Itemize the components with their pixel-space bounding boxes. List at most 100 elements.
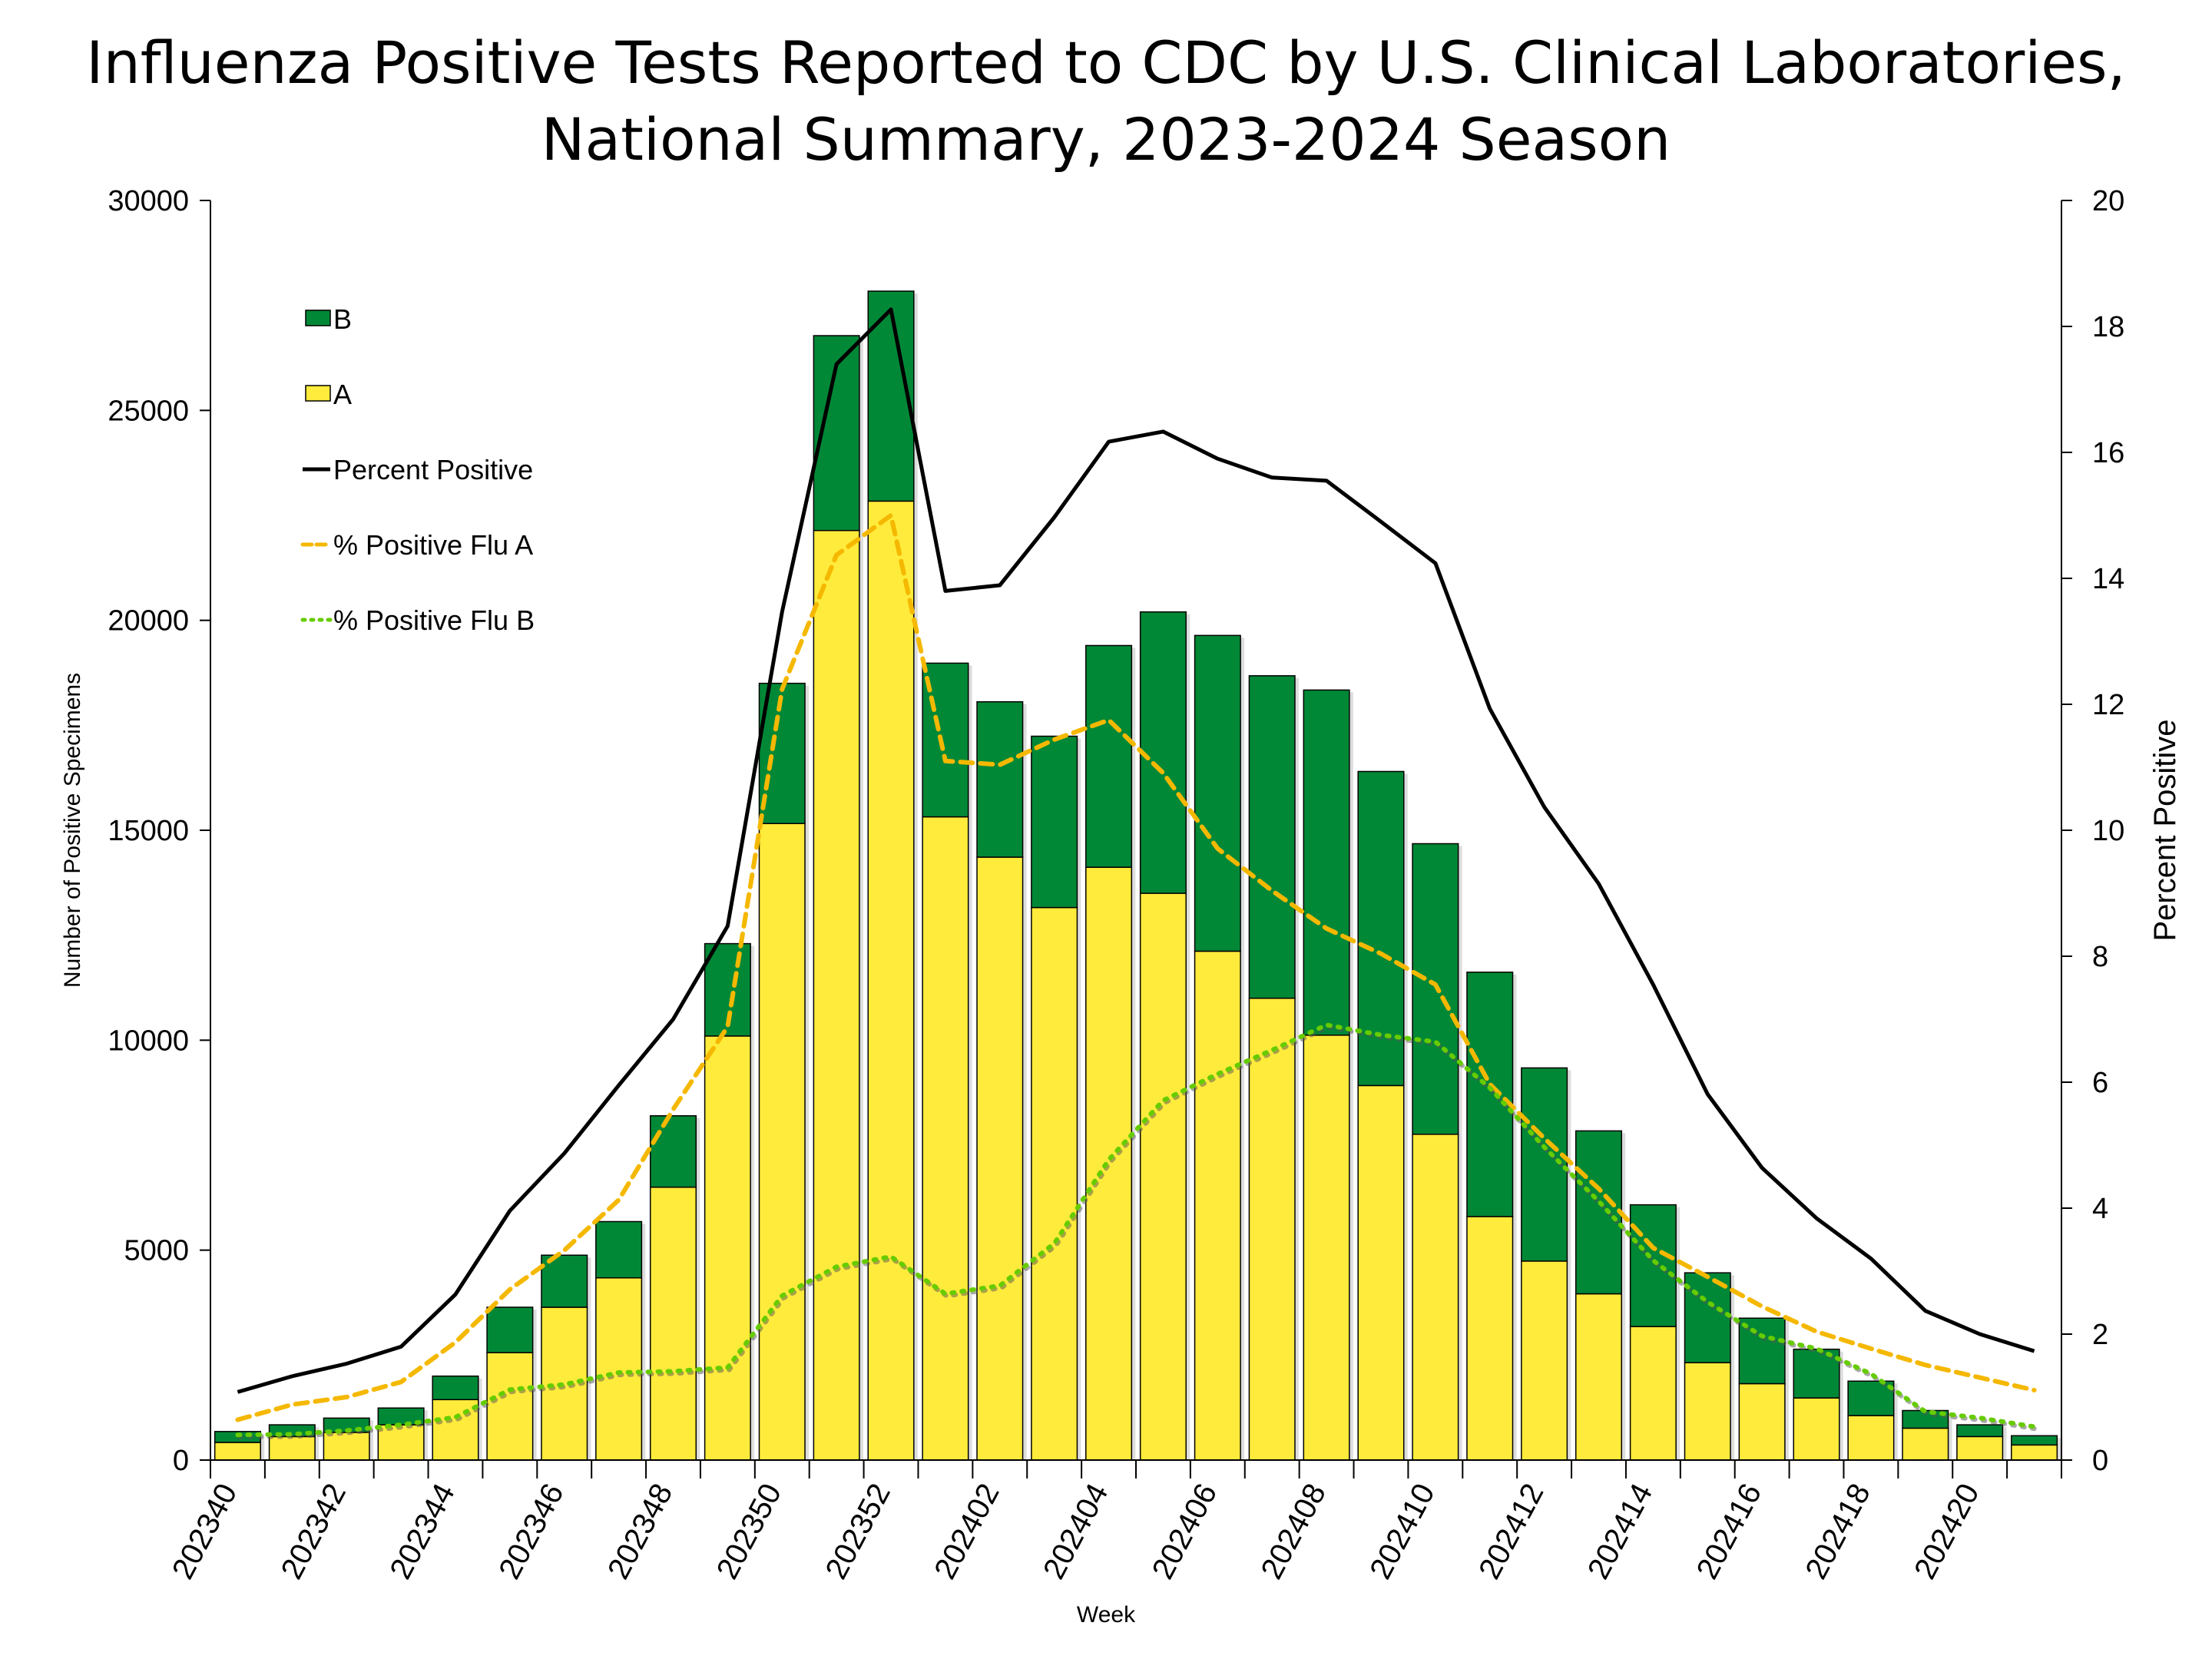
bar-a-202417 [1793, 1397, 1840, 1461]
y2-tick-label: 0 [2092, 1445, 2108, 1477]
bar-b-202347 [595, 1220, 643, 1279]
bar-b-202344 [432, 1375, 479, 1401]
x-tick-label: 202408 [1255, 1479, 1333, 1585]
x-tick-label: 202402 [928, 1479, 1006, 1585]
bar-a-202341 [268, 1435, 316, 1461]
bar-b-202418 [1847, 1380, 1895, 1416]
x-tick-label: 202350 [710, 1479, 789, 1585]
bar-a-202352 [867, 500, 915, 1461]
bar-b-202405 [1139, 611, 1187, 894]
bar-a-202404 [1085, 866, 1133, 1461]
legend-swatch-b [305, 310, 331, 326]
bar-b-202421 [2011, 1435, 2058, 1446]
legend-label: % Positive Flu B [333, 604, 535, 636]
x-tick-label: 202410 [1363, 1479, 1442, 1585]
y2-tick-label: 16 [2092, 437, 2124, 469]
bar-a-202349 [704, 1035, 751, 1461]
y2-tick-label: 2 [2092, 1319, 2108, 1351]
bar-b-202413 [1575, 1130, 1623, 1295]
bar-b-202346 [541, 1254, 588, 1308]
bar-a-202345 [486, 1352, 534, 1461]
bar-b-202415 [1684, 1272, 1731, 1363]
bar-a-202402 [976, 856, 1024, 1461]
x-tick-label: 202346 [492, 1479, 571, 1585]
y-tick-label: 10000 [108, 1025, 189, 1057]
chart-title-line2: National Summary, 2023-2024 Season [541, 105, 1671, 174]
y2-tick-label: 6 [2092, 1067, 2108, 1099]
bar-a-202413 [1575, 1293, 1623, 1461]
bar-b-202407 [1248, 675, 1296, 999]
x-tick-label: 202404 [1037, 1479, 1115, 1585]
y2-tick-label: 8 [2092, 941, 2108, 973]
legend-label: B [333, 303, 352, 335]
bar-a-202418 [1847, 1415, 1895, 1461]
x-tick-label: 202342 [275, 1479, 353, 1585]
x-tick-label: 202340 [166, 1479, 244, 1585]
bar-b-202411 [1466, 972, 1514, 1217]
x-tick-label: 202352 [819, 1479, 897, 1585]
y2-tick-label: 4 [2092, 1193, 2108, 1225]
bar-a-202350 [758, 823, 806, 1461]
bar-a-202403 [1031, 906, 1078, 1461]
x-tick-label: 202414 [1581, 1479, 1660, 1585]
bar-b-202408 [1303, 689, 1350, 1036]
y-tick-label: 30000 [108, 185, 189, 217]
bar-b-202403 [1031, 735, 1078, 909]
x-tick-label: 202348 [601, 1479, 680, 1585]
x-tick-label: 202412 [1472, 1479, 1551, 1585]
bar-b-202406 [1194, 634, 1241, 952]
bar-a-202421 [2011, 1444, 2058, 1461]
y-tick-label: 0 [173, 1445, 189, 1477]
bar-a-202351 [813, 529, 860, 1461]
x-tick-label: 202416 [1690, 1479, 1769, 1585]
x-tick-label: 202344 [383, 1479, 462, 1585]
legend-label: Percent Positive [333, 454, 533, 485]
y2-tick-label: 18 [2092, 311, 2124, 343]
y2-tick-label: 20 [2092, 185, 2124, 217]
bar-a-202419 [1902, 1427, 1949, 1461]
y2-axis-label: Percent Positive [2148, 719, 2182, 941]
legend: B A Percent Positive % Positive Flu A % Posi… [300, 303, 535, 636]
bar-a-202408 [1303, 1035, 1350, 1461]
bar-b-202416 [1738, 1317, 1786, 1385]
bar-a-202420 [1956, 1435, 2004, 1461]
line-percent-positive [237, 307, 2035, 1394]
bar-a-202410 [1412, 1134, 1459, 1461]
bar-b-202402 [976, 700, 1024, 858]
bar-a-202344 [432, 1399, 479, 1461]
bar-a-202340 [214, 1442, 261, 1461]
line-flu-b [235, 1022, 2037, 1438]
bar-a-202411 [1466, 1216, 1514, 1461]
x-tick-label: 202420 [1908, 1479, 1986, 1585]
bar-b-202348 [649, 1114, 697, 1188]
bar-b-202420 [1956, 1424, 2004, 1438]
lines-group [235, 307, 2038, 1440]
line-flu-a [235, 513, 2037, 1422]
bar-a-202401 [922, 816, 969, 1461]
bars-group [214, 290, 2061, 1461]
y2-tick-label: 14 [2092, 563, 2124, 595]
y2-tick-label: 12 [2092, 689, 2124, 721]
bar-b-202414 [1629, 1204, 1677, 1327]
bar-a-202342 [323, 1432, 370, 1461]
x-tick-label: 202406 [1146, 1479, 1224, 1585]
bar-a-202343 [377, 1424, 425, 1461]
bar-a-202409 [1357, 1084, 1405, 1461]
y2-tick-label: 10 [2092, 815, 2124, 847]
bar-b-202404 [1085, 644, 1133, 868]
legend-swatch-a [305, 385, 331, 402]
legend-label: A [333, 379, 352, 410]
y-tick-label: 25000 [108, 395, 189, 427]
y-tick-label: 15000 [108, 815, 189, 847]
bar-a-202347 [595, 1277, 643, 1461]
bar-a-202415 [1684, 1362, 1731, 1461]
legend-label: % Positive Flu A [333, 529, 533, 561]
bar-a-202348 [649, 1186, 697, 1461]
bar-a-202406 [1194, 950, 1241, 1461]
y-tick-label: 20000 [108, 605, 189, 637]
bar-b-202345 [486, 1306, 534, 1353]
y-axis-label: Number of Positive Specimens [60, 673, 85, 988]
bar-b-202417 [1793, 1348, 1840, 1399]
chart-title-line1: Influenza Positive Tests Reported to CDC… [86, 28, 2126, 97]
